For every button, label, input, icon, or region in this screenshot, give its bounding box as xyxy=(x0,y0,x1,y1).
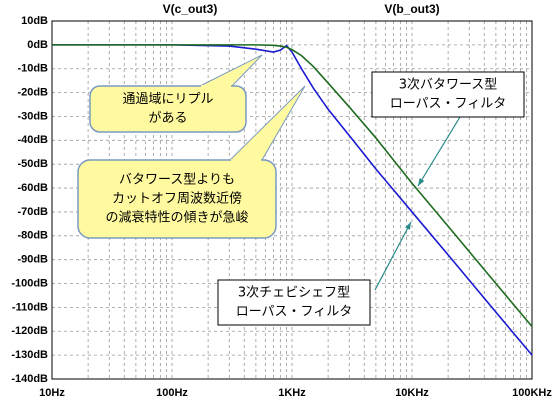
y-tick-label: -20dB xyxy=(17,87,48,99)
y-tick-label: -30dB xyxy=(17,110,48,122)
annotation-box xyxy=(371,71,525,118)
y-tick-label: -40dB xyxy=(17,134,48,146)
annotation-text: がある xyxy=(148,111,187,126)
annotation-text: ローパス・フィルタ xyxy=(390,97,507,112)
plot-frame xyxy=(51,20,533,380)
annotation-text: バタワース型よりも xyxy=(119,173,235,188)
x-tick-label: 1KHz xyxy=(278,387,306,399)
y-tick-label: -120dB xyxy=(11,325,48,337)
annotation-text: カットオフ周波数近傍 xyxy=(112,191,242,207)
annotation-text: 3次チェビシェフ型 xyxy=(238,285,350,301)
x-tick-label: 100Hz xyxy=(156,387,188,399)
y-tick-label: -80dB xyxy=(17,230,48,242)
series-line xyxy=(52,44,533,328)
y-tick-label: -60dB xyxy=(17,182,48,194)
annotation-box xyxy=(217,279,371,326)
y-tick-label: 0dB xyxy=(27,39,48,51)
legend-entry: V(b_out3) xyxy=(384,2,439,16)
annotation-box xyxy=(89,85,247,133)
x-tick-label: 100KHz xyxy=(512,387,552,399)
callout-arrow xyxy=(374,221,412,291)
annotation-text: 通過域にリプル xyxy=(122,92,213,107)
legend-entry: V(c_out3) xyxy=(163,2,218,16)
y-tick-label: -100dB xyxy=(11,277,48,289)
y-tick-label: -110dB xyxy=(12,301,48,313)
annotation-text: 3次バタワース型 xyxy=(399,77,498,93)
x-tick-label: 10KHz xyxy=(395,387,429,399)
y-tick-label: -130dB xyxy=(11,349,48,361)
y-tick-label: -70dB xyxy=(17,206,48,218)
y-tick-label: 10dB xyxy=(21,15,48,27)
arrow-head xyxy=(405,222,411,230)
y-tick-label: -50dB xyxy=(17,158,48,170)
annotation-text: ローパス・フィルタ xyxy=(236,305,353,320)
series-line xyxy=(52,44,533,356)
y-tick-label: -140dB xyxy=(11,373,48,385)
annotation-text: の減衰特性の傾きが急峻 xyxy=(105,210,248,226)
annotation-box xyxy=(77,159,277,239)
callout-arrow xyxy=(417,116,461,187)
y-tick-label: -10dB xyxy=(17,63,48,75)
arrow-head xyxy=(418,178,425,186)
x-tick-label: 10Hz xyxy=(39,387,65,399)
y-tick-label: -90dB xyxy=(17,254,48,266)
